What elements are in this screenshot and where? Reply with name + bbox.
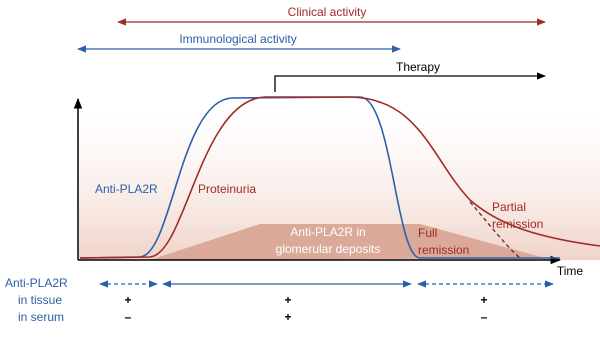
deposits-area (150, 224, 545, 260)
phase-sign: + (284, 310, 291, 324)
x-axis-label: Time (557, 264, 584, 278)
therapy-label: Therapy (396, 60, 440, 74)
deposits-label: Anti-PLA2R in (290, 225, 365, 239)
phase-sign: – (125, 310, 132, 324)
immunological-label: Immunological activity (179, 32, 296, 46)
partial-remission-label: Partial (492, 200, 526, 214)
therapy-arrow (274, 72, 546, 92)
deposits-label: glomerular deposits (276, 242, 381, 256)
proteinuria-label: Proteinuria (198, 182, 256, 196)
full-remission-curve (469, 201, 521, 259)
phase-sign: + (124, 293, 131, 307)
table-title: Anti-PLA2R (5, 276, 68, 290)
full-remission-label: remission (418, 243, 469, 257)
row-label: in serum (18, 310, 64, 324)
row-label: in tissue (18, 293, 62, 307)
proteinuria-curve (79, 96, 600, 259)
partial-remission-label: remission (492, 217, 543, 231)
phase-sign: + (284, 293, 291, 307)
antibody-label: Anti-PLA2R (95, 182, 158, 196)
full-remission-label: Full (418, 226, 437, 240)
phase-sign: + (480, 293, 487, 307)
antibody-curve (79, 96, 560, 259)
phase-sign: – (481, 310, 488, 324)
clinical-label: Clinical activity (288, 5, 367, 19)
